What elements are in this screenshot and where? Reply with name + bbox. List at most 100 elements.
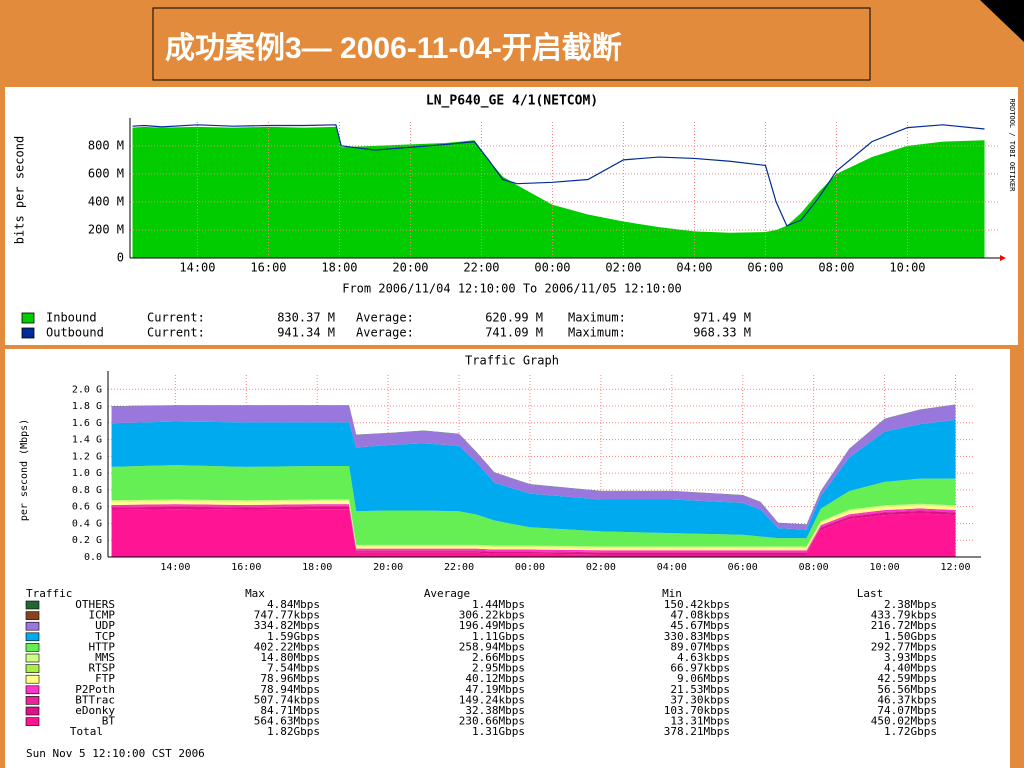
legend-stat-label: Current: xyxy=(147,311,205,325)
y-tick-label: 1.0 G xyxy=(72,468,102,479)
stacked-area xyxy=(111,419,956,539)
legend-stat-value: 830.37 M xyxy=(277,311,335,325)
table-cell: 149.24kbps xyxy=(459,693,525,706)
legend-label: HTTP xyxy=(89,640,116,653)
y-tick-label: 2.0 G xyxy=(72,384,102,395)
legend-stat-label: Current: xyxy=(147,326,205,340)
y-tick-label: 0.8 G xyxy=(72,485,102,496)
legend-label: BT xyxy=(102,715,116,728)
legend-stat-label: Average: xyxy=(356,311,414,325)
legend-swatch xyxy=(25,706,40,716)
table-cell: 21.53Mbps xyxy=(670,683,730,696)
legend-label: BTTrac xyxy=(75,693,115,706)
legend-label: Inbound xyxy=(46,311,97,325)
table-cell: 334.82Mbps xyxy=(254,619,320,632)
y-tick-label: 1.8 G xyxy=(72,401,102,412)
y-tick-label: 1.4 G xyxy=(72,435,102,446)
legend-label: OTHERS xyxy=(75,598,115,611)
x-tick-label: 14:00 xyxy=(179,261,215,275)
legend-label: RTSP xyxy=(89,662,116,675)
table-cell: 13.31Mbps xyxy=(670,715,730,728)
legend-swatch xyxy=(25,653,40,663)
table-cell: 37.30kbps xyxy=(670,693,730,706)
x-tick-label: 02:00 xyxy=(605,261,641,275)
table-cell: 2.95Mbps xyxy=(472,662,525,675)
table-cell: 1.59Gbps xyxy=(267,630,320,643)
table-cell: 747.77kbps xyxy=(254,609,320,622)
legend-label: TCP xyxy=(95,630,115,643)
legend-label: ICMP xyxy=(89,609,116,622)
table-cell: 14.80Mbps xyxy=(260,651,320,664)
legend-stat-label: Maximum: xyxy=(568,326,626,340)
table-cell: 47.19Mbps xyxy=(465,683,525,696)
table-cell: 78.94Mbps xyxy=(260,683,320,696)
table-cell: 1.44Mbps xyxy=(472,598,525,611)
table-cell: 1.82Gbps xyxy=(267,725,320,738)
table-cell: 2.66Mbps xyxy=(472,651,525,664)
table-cell: 103.70kbps xyxy=(664,704,730,717)
legend-swatch xyxy=(25,600,40,610)
table-cell: 3.93Mbps xyxy=(884,651,937,664)
table-header: Last xyxy=(857,587,884,600)
y-tick-label: 200 M xyxy=(88,222,124,236)
total-label: Total xyxy=(70,725,103,738)
table-cell: 89.07Mbps xyxy=(670,640,730,653)
table-cell: 450.02Mbps xyxy=(871,715,937,728)
table-header: Traffic xyxy=(26,587,72,600)
table-cell: 74.07Mbps xyxy=(877,704,937,717)
legend-stat-value: 620.99 M xyxy=(485,311,543,325)
stacked-area xyxy=(111,509,956,557)
table-cell: 4.84Mbps xyxy=(267,598,320,611)
table-cell: 402.22Mbps xyxy=(254,640,320,653)
table-cell: 2.38Mbps xyxy=(884,598,937,611)
legend-swatch xyxy=(25,717,40,726)
table-cell: 306.22kbps xyxy=(459,609,525,622)
table-cell: 507.74kbps xyxy=(254,693,320,706)
table-cell: 378.21Mbps xyxy=(664,725,730,738)
legend-swatch xyxy=(25,643,40,652)
x-tick-label: 16:00 xyxy=(250,261,286,275)
legend-swatch xyxy=(21,312,35,324)
legend-swatch xyxy=(25,674,40,684)
slide-title: 成功案例3— 2006-11-04-开启截断 xyxy=(165,31,622,65)
y-axis-label: per second (Mbps) xyxy=(19,419,30,521)
table-cell: 196.49Mbps xyxy=(459,619,525,632)
table-cell: 292.77Mbps xyxy=(871,640,937,653)
legend-swatch xyxy=(21,327,35,339)
area xyxy=(132,126,985,258)
footer: Sun Nov 5 12:10:00 CST 2006 xyxy=(26,747,205,760)
x-tick-label: 04:00 xyxy=(657,562,687,573)
chart-subtitle: From 2006/11/04 12:10:00 To 2006/11/05 1… xyxy=(342,282,682,296)
table-cell: 40.12Mbps xyxy=(465,672,525,685)
axis-arrow xyxy=(1000,255,1006,261)
table-header: Max xyxy=(245,587,265,600)
x-tick-label: 16:00 xyxy=(231,562,261,573)
table-cell: 150.42kbps xyxy=(664,598,730,611)
legend-label: UDP xyxy=(95,619,115,632)
table-cell: 216.72Mbps xyxy=(871,619,937,632)
table-cell: 4.40Mbps xyxy=(884,662,937,675)
x-tick-label: 20:00 xyxy=(392,261,428,275)
table-cell: 1.11Gbps xyxy=(472,630,525,643)
legend-label: FTP xyxy=(95,672,115,685)
x-tick-label: 22:00 xyxy=(444,562,474,573)
table-cell: 258.94Mbps xyxy=(459,640,525,653)
table-cell: 45.67Mbps xyxy=(670,619,730,632)
stacked-area xyxy=(111,404,956,530)
table-cell: 1.72Gbps xyxy=(884,725,937,738)
legend-stat-label: Maximum: xyxy=(568,311,626,325)
title-box xyxy=(152,7,871,81)
x-tick-label: 02:00 xyxy=(586,562,616,573)
legend-stat-value: 941.34 M xyxy=(277,326,335,340)
x-tick-label: 08:00 xyxy=(818,261,854,275)
table-cell: 433.79kbps xyxy=(871,609,937,622)
table-cell: 78.96Mbps xyxy=(260,672,320,685)
side-label: RRDTOOL / TOBI OETIKER xyxy=(1008,99,1016,193)
legend-label: Outbound xyxy=(46,326,104,340)
x-tick-label: 00:00 xyxy=(534,261,570,275)
legend-stat-value: 741.09 M xyxy=(485,326,543,340)
table-cell: 7.54Mbps xyxy=(267,662,320,675)
x-tick-label: 06:00 xyxy=(728,562,758,573)
legend-swatch xyxy=(25,621,40,631)
y-tick-label: 0.0 xyxy=(84,552,102,563)
